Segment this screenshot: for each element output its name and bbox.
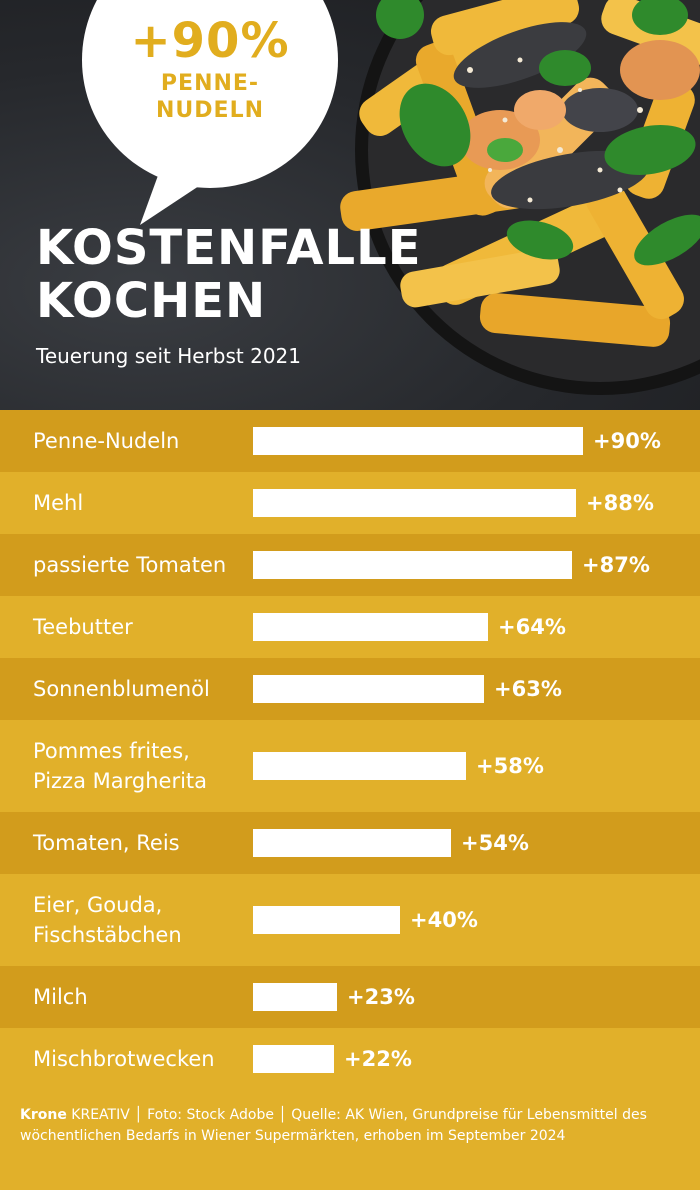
value-label: +87%	[582, 553, 650, 577]
value-label: +23%	[347, 985, 415, 1009]
footer-text: KREATIV │ Foto: Stock Adobe │ Quelle: AK…	[20, 1107, 647, 1144]
category-label: passierte Tomaten	[33, 553, 227, 577]
chart-row: Penne-Nudeln +90%	[0, 410, 700, 472]
value-bar	[253, 983, 337, 1011]
header: +90% PENNE- NUDELN KOSTENFALLE KOCHEN Te…	[0, 0, 700, 410]
bubble-label-line2: NUDELN	[156, 98, 264, 123]
chart-row: Pommes frites, Pizza Margherita +58%	[0, 720, 700, 812]
bubble-label-line1: PENNE-	[160, 71, 260, 96]
value-label: +58%	[476, 754, 544, 778]
chart-row: Mehl +88%	[0, 472, 700, 534]
value-bar	[253, 675, 484, 703]
value-bar	[253, 752, 466, 780]
subtitle: Teuerung seit Herbst 2021	[36, 344, 301, 368]
category-label: Mehl	[33, 491, 84, 515]
title-line1: KOSTENFALLE	[36, 220, 422, 276]
chart-row: Tomaten, Reis +54%	[0, 812, 700, 874]
value-label: +88%	[586, 491, 654, 515]
value-label: +54%	[461, 831, 529, 855]
page-title: KOSTENFALLE KOCHEN	[36, 222, 422, 328]
footer-credits: Krone KREATIV │ Foto: Stock Adobe │ Quel…	[20, 1105, 680, 1147]
category-label: Eier, Gouda, Fischstäbchen	[33, 893, 182, 947]
category-label: Tomaten, Reis	[33, 831, 180, 855]
bubble-value: +90%	[130, 13, 290, 69]
speech-bubble	[82, 0, 338, 188]
value-label: +40%	[410, 908, 478, 932]
chart-row: Mischbrotwecken +22%	[0, 1028, 700, 1090]
category-label: Milch	[33, 985, 88, 1009]
highlight-bubble: +90% PENNE- NUDELN	[90, 12, 330, 124]
value-label: +22%	[344, 1047, 412, 1071]
value-label: +63%	[494, 677, 562, 701]
value-bar	[253, 427, 583, 455]
chart-row: passierte Tomaten +87%	[0, 534, 700, 596]
value-label: +90%	[593, 429, 661, 453]
category-label: Mischbrotwecken	[33, 1047, 215, 1071]
category-label: Penne-Nudeln	[33, 429, 180, 453]
value-bar	[253, 551, 572, 579]
category-label: Teebutter	[33, 615, 133, 639]
chart-row: Eier, Gouda, Fischstäbchen +40%	[0, 874, 700, 966]
value-bar	[253, 1045, 334, 1073]
chart-row: Teebutter +64%	[0, 596, 700, 658]
category-label: Pommes frites, Pizza Margherita	[33, 739, 208, 793]
pasta-photo	[82, 0, 700, 395]
footer-brand: Krone	[20, 1107, 67, 1123]
value-bar	[253, 489, 576, 517]
title-line2: KOCHEN	[36, 273, 267, 329]
value-bar	[253, 613, 488, 641]
value-label: +64%	[498, 615, 566, 639]
value-bar	[253, 906, 400, 934]
value-bar	[253, 829, 451, 857]
chart-row: Sonnenblumenöl +63%	[0, 658, 700, 720]
chart-row: Milch +23%	[0, 966, 700, 1028]
category-label: Sonnenblumenöl	[33, 677, 210, 701]
